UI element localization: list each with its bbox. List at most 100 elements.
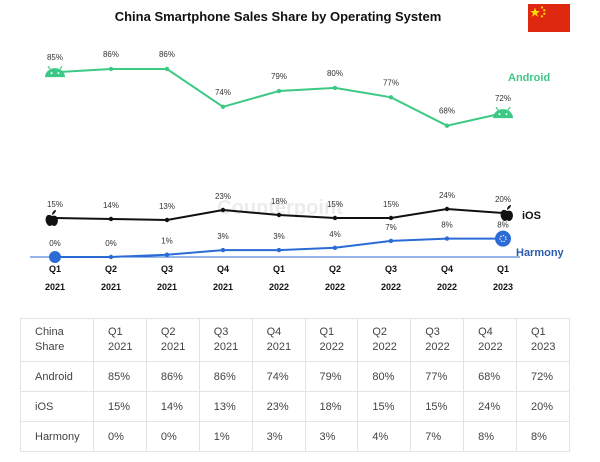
table-cell: 85% bbox=[93, 361, 147, 392]
data-point bbox=[164, 252, 170, 257]
data-label: 15% bbox=[47, 200, 63, 209]
x-tick-label-quarter: Q1 bbox=[273, 264, 285, 274]
table-row: Android 85% 86% 86% 74% 79% 80% 77% 68% 72% bbox=[20, 361, 570, 392]
header-line: Q1 bbox=[531, 326, 546, 338]
android-icon-eye bbox=[505, 113, 508, 116]
data-point bbox=[108, 66, 114, 72]
table-cell: 23% bbox=[251, 391, 306, 422]
data-label: 23% bbox=[215, 192, 231, 201]
table-cell: 7% bbox=[410, 421, 465, 452]
table-cell: 80% bbox=[357, 361, 412, 392]
header-line: 2022 bbox=[319, 341, 344, 353]
header-line: 2021 bbox=[108, 341, 133, 353]
data-point bbox=[444, 206, 450, 212]
series-line-harmony bbox=[55, 237, 503, 258]
data-label: 15% bbox=[383, 200, 399, 209]
table-header-cell: Q2 2021 bbox=[145, 318, 200, 362]
flag-small-star bbox=[543, 12, 546, 15]
china-flag-icon bbox=[528, 4, 570, 32]
table-header-cell: Q3 2022 bbox=[410, 318, 465, 362]
table-cell: 18% bbox=[304, 391, 359, 422]
android-icon bbox=[493, 109, 513, 119]
share-table: China Share Q1 2021 Q2 2021 Q3 2021 Q4 2021 Q1 2022… bbox=[20, 318, 570, 452]
table-cell: 3% bbox=[304, 421, 359, 452]
data-point bbox=[388, 215, 394, 221]
android-icon-antenna bbox=[59, 65, 63, 70]
x-tick-label-quarter: Q1 bbox=[49, 264, 61, 274]
table-cell: 15% bbox=[357, 391, 412, 422]
android-icon-eye bbox=[57, 72, 60, 75]
flag-big-star bbox=[530, 7, 540, 17]
table-cell: 24% bbox=[463, 391, 517, 422]
table-cell: 68% bbox=[463, 361, 517, 392]
harmony-icon bbox=[49, 251, 61, 263]
header-line: Q4 bbox=[478, 326, 493, 338]
table-header-cell: China Share bbox=[20, 318, 94, 362]
table-header-cell: Q4 2021 bbox=[251, 318, 306, 362]
table-cell: 1% bbox=[198, 421, 253, 452]
chart-title: China Smartphone Sales Share by Operatin… bbox=[114, 9, 442, 24]
header-line: Q2 bbox=[160, 326, 176, 338]
data-label: 86% bbox=[159, 50, 175, 59]
x-tick-label-year: 2021 bbox=[101, 282, 121, 292]
table-cell: 8% bbox=[516, 421, 570, 452]
data-label: 0% bbox=[105, 239, 117, 248]
table-cell: 4% bbox=[357, 421, 412, 452]
table-cell: 20% bbox=[516, 391, 570, 422]
flag-small-star bbox=[540, 15, 544, 18]
table-cell: 72% bbox=[516, 361, 570, 392]
header-line: 2021 bbox=[160, 341, 186, 353]
data-label: 8% bbox=[441, 221, 453, 230]
data-point bbox=[164, 66, 170, 72]
x-tick-label-year: 2022 bbox=[437, 282, 457, 292]
x-tick-label-quarter: Q4 bbox=[441, 264, 453, 274]
table-cell: 14% bbox=[145, 391, 200, 422]
data-label: 0% bbox=[49, 239, 61, 248]
header-line: 2021 bbox=[266, 341, 292, 353]
header-line: China bbox=[35, 326, 64, 338]
header-line: Q2 bbox=[372, 326, 388, 338]
header-line: Q1 bbox=[319, 326, 335, 338]
row-label-cell: iOS bbox=[20, 391, 94, 422]
table-header-cell: Q2 2022 bbox=[357, 318, 412, 362]
line-chart: Counterpoint 85% 86% 86% 74% 79% 80% 77% 68% 72% 1… bbox=[30, 50, 565, 292]
data-label: 85% bbox=[47, 53, 63, 62]
data-label: 1% bbox=[161, 237, 173, 246]
data-label: 3% bbox=[273, 232, 285, 241]
data-point bbox=[276, 212, 282, 218]
series-name-android: Android bbox=[508, 72, 550, 84]
x-tick-label-quarter: Q3 bbox=[385, 264, 397, 274]
table-cell: 86% bbox=[198, 361, 253, 392]
apple-icon-leaf bbox=[507, 205, 511, 210]
harmony-icon bbox=[495, 230, 511, 247]
x-tick-label-year: 2022 bbox=[381, 282, 401, 292]
data-point bbox=[220, 247, 226, 253]
table-cell: 8% bbox=[463, 421, 517, 452]
flag-small-star bbox=[540, 6, 544, 9]
data-point bbox=[108, 254, 114, 260]
series-name-harmony: Harmony bbox=[516, 247, 565, 259]
header-line: Share bbox=[35, 341, 65, 353]
x-tick-label-year: 2021 bbox=[213, 282, 233, 292]
header-line: Q4 bbox=[266, 326, 282, 338]
table-cell: 0% bbox=[145, 421, 200, 452]
data-point bbox=[220, 104, 226, 110]
header-line: Q3 bbox=[213, 326, 229, 338]
header-line: 2023 bbox=[531, 341, 556, 353]
data-label: 8% bbox=[497, 221, 509, 230]
table-header-cell: Q3 2021 bbox=[198, 318, 253, 362]
table-header-cell: Q1 2022 bbox=[304, 318, 359, 362]
x-tick-label-year: 2022 bbox=[325, 282, 345, 292]
data-label: 24% bbox=[439, 191, 455, 200]
data-label: 80% bbox=[327, 69, 343, 78]
table-cell: 15% bbox=[410, 391, 465, 422]
x-tick-label-quarter: Q2 bbox=[329, 264, 341, 274]
header-line: 2021 bbox=[213, 341, 239, 353]
series-name-ios: iOS bbox=[522, 210, 541, 222]
android-icon-eye bbox=[498, 113, 501, 116]
android-icon-antenna bbox=[47, 65, 51, 70]
android-icon-antenna bbox=[495, 106, 499, 111]
x-tick-label-year: 2023 bbox=[493, 282, 513, 292]
data-label: 7% bbox=[385, 223, 397, 232]
data-point bbox=[444, 123, 450, 128]
